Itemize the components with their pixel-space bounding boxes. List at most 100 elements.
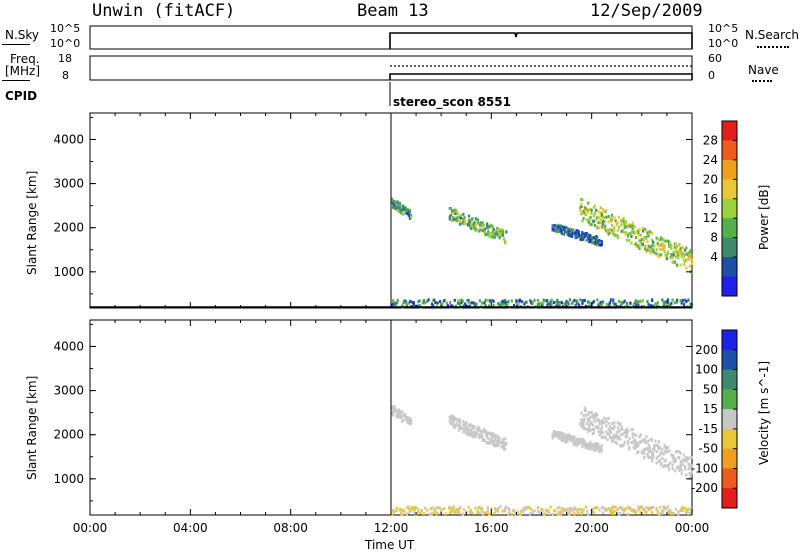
scatter-cell [587, 300, 590, 304]
scatter-cell [593, 506, 597, 510]
scatter-cell [664, 449, 667, 453]
scatter-cell [666, 505, 670, 509]
scatter-cell [576, 301, 579, 305]
scatter-cell [582, 426, 585, 430]
scatter-cell [490, 435, 493, 438]
scatter-cell [623, 226, 626, 230]
scatter-cell [600, 426, 603, 430]
scatter-cell [647, 439, 650, 443]
scatter-cell [564, 438, 567, 442]
scatter-cell [632, 303, 635, 307]
scatter-cell [605, 215, 608, 219]
scatter-cell [504, 447, 507, 451]
scatter-cell [472, 426, 475, 430]
scatter-cell [655, 456, 658, 460]
scatter-cell [623, 222, 626, 226]
scatter-cell [477, 505, 480, 509]
scatter-cell [643, 239, 646, 243]
power-axes: 4000 3000 2000 1000 [53, 113, 693, 308]
colorbar-tick-label: -50 [698, 442, 718, 456]
scatter-cell [469, 508, 472, 512]
scatter-cell [679, 246, 682, 250]
scatter-cell [410, 418, 413, 422]
scatter-cell [585, 238, 588, 242]
colorbar-frame [721, 329, 738, 509]
scatter-cell [657, 244, 660, 248]
colorbar-segment [722, 179, 737, 200]
scatter-cell [649, 231, 652, 235]
scatter-cell [449, 416, 452, 419]
beam-title: Beam 13 [357, 1, 429, 21]
scatter-cell [452, 209, 455, 212]
scatter-cell [633, 232, 637, 235]
scatter-cell [482, 223, 485, 227]
scatter-cell [652, 304, 655, 308]
scatter-cell [614, 219, 617, 223]
scatter-cell [559, 510, 562, 514]
scatter-cell [560, 231, 563, 235]
scatter-cell [608, 301, 611, 305]
scatter-cell [635, 236, 638, 239]
scatter-cell [593, 242, 596, 246]
colorbar-tick-label: 15 [703, 402, 718, 416]
scatter-cell [573, 512, 576, 516]
scatter-cell [454, 423, 457, 427]
scatter-cell [637, 303, 640, 307]
scatter-cell [613, 216, 616, 220]
scatter-cell [491, 299, 494, 302]
scatter-cell [495, 443, 498, 446]
scatter-cell [547, 302, 550, 306]
scatter-cell [620, 223, 623, 227]
scatter-cell [617, 429, 621, 433]
scatter-cell [674, 507, 678, 511]
scatter-cell [612, 298, 615, 302]
scatter-cell [585, 442, 588, 446]
scatter-cell [605, 430, 608, 434]
scatter-cell [591, 423, 594, 427]
scatter-cell [566, 438, 569, 442]
scatter-cell [564, 230, 567, 234]
scatter-cell [607, 432, 610, 436]
scatter-cell [637, 505, 640, 509]
scatter-cell [576, 229, 579, 233]
scatter-cell [560, 301, 564, 305]
scatter-cell [613, 424, 616, 428]
power-cbar-label: Power [dB] [757, 184, 771, 250]
scatter-cell [577, 442, 580, 446]
scatter-cell [603, 416, 606, 420]
scatter-cell [592, 417, 595, 421]
scatter-cell [676, 300, 679, 304]
scatter-cell [601, 208, 605, 212]
scatter-cell [412, 302, 415, 306]
scatter-cell [476, 511, 479, 515]
scatter-cell [549, 505, 552, 509]
scatter-cell [613, 302, 616, 306]
scatter-cell [615, 434, 618, 438]
scatter-cell [635, 299, 638, 303]
scatter-cell [490, 224, 493, 228]
scatter-cell [649, 506, 652, 510]
scatter-cell [638, 247, 641, 251]
y-tick-label: 4000 [53, 339, 84, 353]
colorbar-segment [722, 409, 737, 430]
scatter-cell [653, 251, 656, 255]
scatter-cell [574, 231, 577, 235]
scatter-cell [449, 206, 452, 210]
scatter-cell [690, 261, 694, 265]
scatter-cell [467, 300, 470, 304]
scatter-cell [666, 465, 670, 469]
scatter-cell [628, 445, 631, 449]
scatter-cell [422, 299, 426, 303]
scatter-cell [570, 229, 574, 233]
y-tick-label: 1000 [53, 265, 84, 279]
scatter-cell [613, 229, 616, 233]
scatter-cell [501, 509, 504, 513]
scatter-cell [651, 231, 654, 235]
scatter-cell [416, 304, 419, 308]
scatter-cell [464, 221, 467, 225]
scatter-cell [646, 300, 649, 304]
scatter-cell [435, 304, 438, 308]
scatter-cell [453, 298, 456, 302]
scatter-cell [631, 441, 634, 445]
scatter-cell [493, 232, 497, 236]
